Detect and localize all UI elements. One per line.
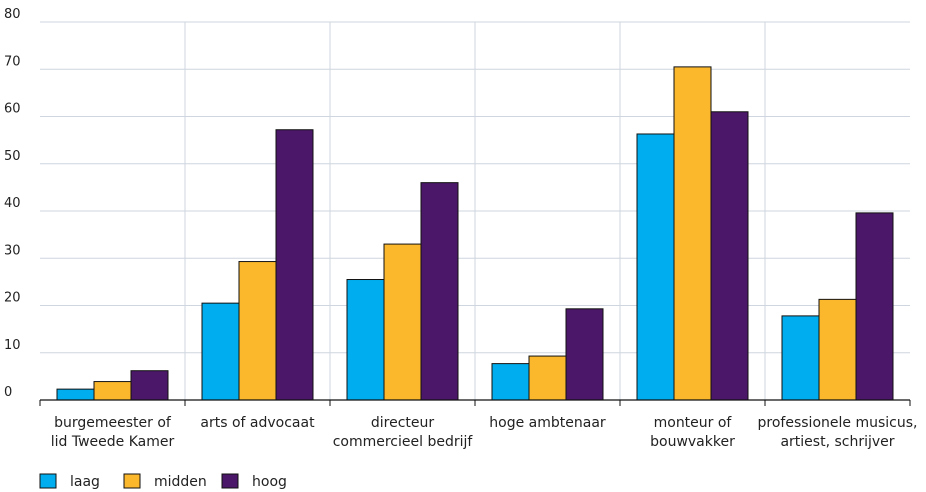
category-label: commercieel bedrijf: [333, 434, 474, 450]
y-tick-label: 60: [4, 102, 21, 117]
y-tick-label: 10: [4, 338, 21, 353]
bar-laag: [56, 388, 95, 401]
gridlines: [40, 21, 910, 400]
bar-laag: [636, 133, 675, 401]
legend-label-hoog: hoog: [252, 474, 287, 490]
y-tick-label: 30: [4, 243, 21, 258]
bar-midden: [673, 66, 712, 401]
category-label: burgemeester of: [54, 415, 172, 431]
category-label: directeur: [371, 415, 435, 431]
category-label: monteur of: [654, 415, 733, 431]
y-tick-label: 50: [4, 149, 21, 164]
category-label: professionele musicus,: [758, 415, 918, 431]
bar-midden: [383, 243, 422, 401]
bar-laag: [781, 315, 820, 401]
category-label: lid Tweede Kamer: [51, 434, 175, 450]
bar-hoog: [130, 370, 169, 401]
axes: [39, 399, 911, 406]
bar-laag: [201, 302, 240, 401]
bars: [56, 66, 894, 401]
bar-hoog: [710, 111, 749, 401]
legend-label-midden: midden: [154, 474, 207, 490]
category-labels: burgemeester of lid Tweede Kamer arts of a…: [51, 415, 918, 450]
category-label: arts of advocaat: [200, 415, 315, 431]
category-label: artiest, schrijver: [780, 434, 894, 450]
bar-hoog: [565, 308, 604, 401]
bar-midden: [238, 261, 277, 401]
bar-midden: [818, 298, 857, 401]
y-tick-label: 80: [4, 7, 21, 22]
bar-midden: [528, 355, 567, 401]
bar-laag: [346, 279, 385, 401]
y-tick-label: 70: [4, 54, 21, 69]
legend-swatch-hoog: [221, 473, 239, 489]
legend: laag midden hoog: [39, 473, 287, 490]
y-axis-ticks: 0 10 20 30 40 50 60 70 80: [4, 7, 21, 400]
bar-hoog: [275, 129, 314, 401]
bar-midden: [93, 381, 132, 401]
y-tick-label: 40: [4, 196, 21, 211]
y-tick-label: 0: [4, 385, 12, 400]
category-label: bouwvakker: [650, 434, 735, 450]
legend-label-laag: laag: [70, 474, 100, 490]
bar-laag: [491, 363, 530, 401]
bar-hoog: [420, 182, 459, 401]
legend-swatch-midden: [123, 473, 141, 489]
bar-hoog: [855, 212, 894, 401]
y-tick-label: 20: [4, 291, 21, 306]
category-label: hoge ambtenaar: [489, 415, 606, 431]
legend-swatch-laag: [39, 473, 57, 489]
